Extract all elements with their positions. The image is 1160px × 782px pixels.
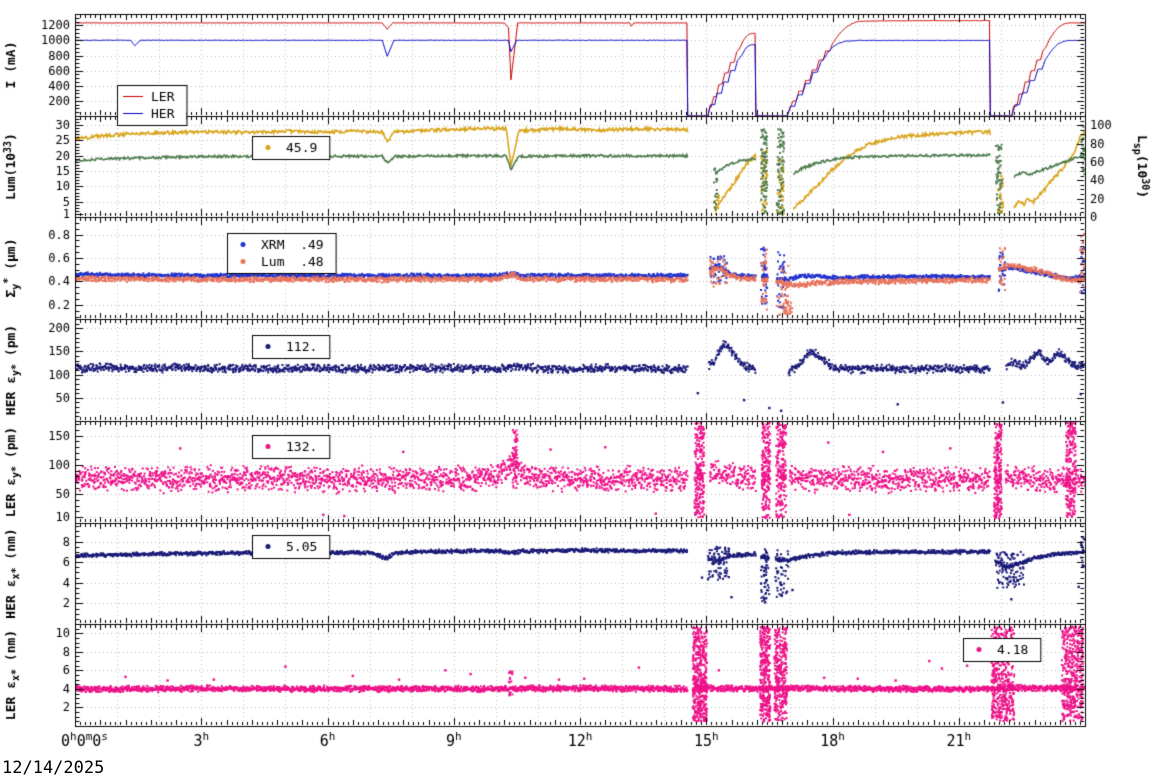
date-label: 12/14/2025 (2, 758, 105, 778)
